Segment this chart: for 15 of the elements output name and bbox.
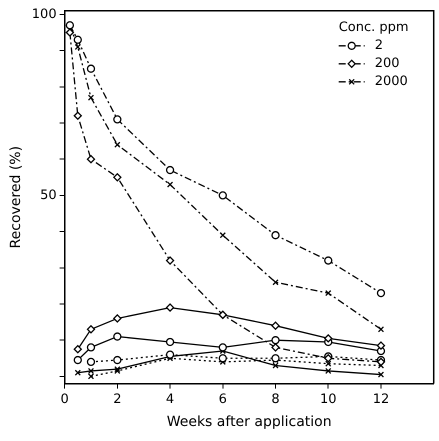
x-tick-label: 4 <box>166 392 174 407</box>
x-tick-label: 2 <box>113 392 122 407</box>
y-axis-title: Recovered (%) <box>8 146 24 248</box>
x-axis-title: Weeks after application <box>166 414 332 430</box>
y-tick-label: 100 <box>32 6 57 22</box>
x-tick-label: 12 <box>372 392 390 407</box>
y-tick-label: 50 <box>40 188 57 203</box>
legend-title: Conc. ppm <box>338 20 409 36</box>
x-tick-label: 10 <box>320 392 337 407</box>
legend-label: 2 <box>374 38 383 54</box>
x-tick-label: 6 <box>218 392 227 407</box>
x-tick-label: 0 <box>60 392 69 407</box>
x-tick-label: 8 <box>271 392 280 407</box>
legend-label: 200 <box>374 56 400 72</box>
legend-label: 2000 <box>374 74 408 90</box>
